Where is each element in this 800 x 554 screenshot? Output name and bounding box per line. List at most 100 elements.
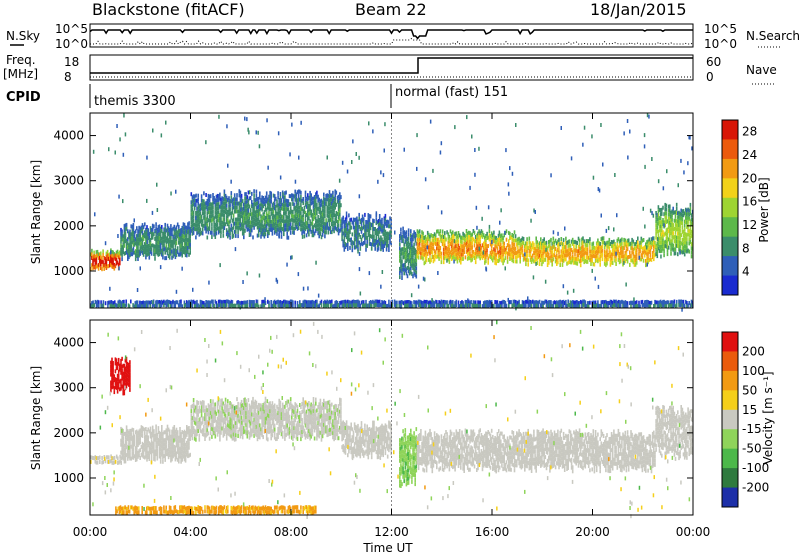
heatmap-cell	[582, 240, 584, 245]
heatmap-cell	[265, 223, 268, 228]
y-tick-label: 3000	[53, 174, 84, 188]
heatmap-cell	[382, 173, 385, 178]
heatmap-cell	[115, 254, 118, 259]
heatmap-cell	[494, 260, 496, 265]
heatmap-cell	[170, 228, 172, 232]
heatmap-cell	[411, 263, 413, 268]
heatmap-cell	[626, 119, 629, 123]
heatmap-cell	[198, 220, 201, 225]
y-tick-label: 2000	[53, 219, 84, 233]
heatmap-cell	[331, 205, 333, 210]
heatmap-cell	[593, 254, 596, 259]
heatmap-cell	[437, 246, 439, 251]
heatmap-cell	[511, 253, 513, 258]
heatmap-cell	[440, 303, 443, 307]
heatmap-cell	[487, 300, 489, 305]
heatmap-cell	[375, 302, 378, 307]
heatmap-cell	[227, 214, 229, 219]
heatmap-cell	[468, 255, 470, 260]
heatmap-cell	[120, 251, 122, 256]
heatmap-cell	[557, 256, 559, 261]
heatmap-cell	[260, 218, 262, 223]
heatmap-cell	[557, 247, 559, 252]
heatmap-cell	[607, 257, 609, 262]
heatmap-cell	[329, 197, 332, 202]
heatmap-cell	[402, 239, 404, 243]
heatmap-cell	[681, 307, 683, 312]
heatmap-cell	[261, 223, 263, 228]
heatmap-cell	[129, 452, 131, 457]
heatmap-cell	[399, 271, 401, 275]
heatmap-cell	[484, 260, 486, 265]
heatmap-cell	[497, 254, 500, 259]
heatmap-cell	[658, 244, 661, 249]
heatmap-cell	[243, 210, 245, 215]
heatmap-cell	[549, 239, 551, 244]
heatmap-cell	[659, 212, 662, 217]
heatmap-cell	[312, 300, 315, 305]
heatmap-cell	[651, 255, 654, 259]
heatmap-cell	[255, 214, 258, 218]
heatmap-cell	[624, 255, 627, 259]
heatmap-cell	[423, 244, 426, 249]
heatmap-cell	[645, 258, 647, 263]
heatmap-cell	[681, 246, 684, 251]
heatmap-cell	[503, 245, 505, 250]
heatmap-cell	[264, 297, 266, 302]
heatmap-cell	[167, 238, 170, 243]
heatmap-cell	[673, 210, 676, 215]
heatmap-cell	[294, 300, 296, 305]
heatmap-cell	[123, 232, 126, 236]
heatmap-cell	[209, 194, 212, 199]
heatmap-cell	[315, 228, 317, 233]
heatmap-cell	[347, 303, 349, 308]
heatmap-cell	[246, 211, 249, 216]
heatmap-cell	[260, 206, 262, 211]
heatmap-cell	[661, 211, 663, 216]
heatmap-cell	[131, 224, 134, 229]
heatmap-cell	[220, 234, 222, 239]
heatmap-cell	[335, 219, 338, 223]
heatmap-cell	[584, 259, 587, 263]
heatmap-cell	[622, 300, 624, 305]
heatmap-cell	[301, 234, 304, 239]
heatmap-cell	[222, 197, 225, 202]
heatmap-cell	[649, 257, 652, 262]
heatmap-cell	[109, 259, 111, 264]
heatmap-cell	[356, 216, 358, 221]
heatmap-cell	[445, 300, 447, 305]
heatmap-cell	[164, 256, 166, 261]
heatmap-cell	[192, 202, 195, 207]
heatmap-cell	[331, 213, 333, 218]
heatmap-cell	[233, 197, 236, 202]
heatmap-cell	[219, 299, 221, 304]
heatmap-cell	[123, 455, 126, 460]
heatmap-cell	[227, 218, 229, 223]
heatmap-cell	[625, 244, 628, 249]
heatmap-cell	[490, 231, 493, 236]
heatmap-cell	[281, 227, 284, 232]
heatmap-cell	[291, 193, 293, 198]
heatmap-cell	[318, 218, 320, 222]
heatmap-cell	[155, 440, 157, 445]
heatmap-cell	[206, 215, 209, 220]
heatmap-cell	[491, 240, 493, 245]
heatmap-cell	[584, 242, 587, 247]
heatmap-cell	[569, 247, 572, 252]
heatmap-cell	[348, 237, 350, 242]
heatmap-cell	[410, 270, 412, 275]
heatmap-cell	[209, 206, 212, 211]
heatmap-cell	[192, 198, 195, 203]
heatmap-cell	[154, 433, 156, 438]
heatmap-cell	[285, 210, 287, 215]
heatmap-cell	[598, 303, 600, 308]
heatmap-cell	[124, 443, 127, 448]
heatmap-cell	[129, 249, 131, 254]
heatmap-cell	[149, 242, 152, 246]
heatmap-cell	[146, 244, 148, 249]
heatmap-cell	[611, 252, 614, 257]
heatmap-cell	[120, 456, 122, 461]
heatmap-cell	[132, 440, 135, 444]
heatmap-cell	[253, 300, 255, 305]
heatmap-cell	[170, 446, 172, 451]
